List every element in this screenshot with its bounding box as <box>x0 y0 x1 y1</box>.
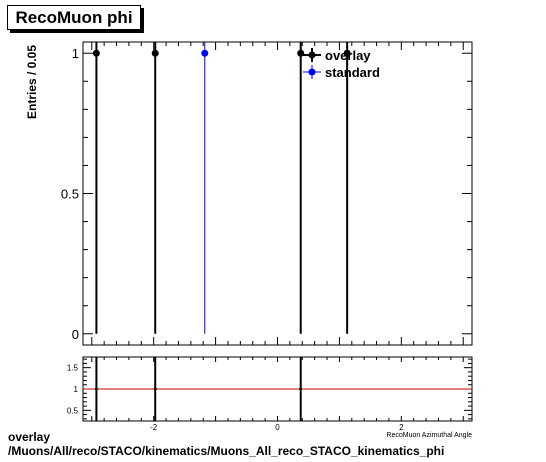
data-point-overlay <box>151 49 159 57</box>
ratio-y-tick-label: 0.5 <box>67 406 79 415</box>
ratio-x-tick-label: 2 <box>399 423 404 432</box>
legend-label-standard: standard <box>325 65 380 80</box>
legend-marker-overlay <box>308 51 316 59</box>
y-axis-label: Entries / 0.05 <box>25 45 39 119</box>
data-point-standard <box>201 49 209 57</box>
data-point-overlay <box>343 49 351 57</box>
ratio-y-tick-label: 1.5 <box>67 364 79 373</box>
ratio-x-tick-label: -2 <box>150 423 158 432</box>
main-y-tick-label: 0.5 <box>61 187 79 202</box>
caption-line-2: /Muons/All/reco/STACO/kinematics/Muons_A… <box>8 444 445 458</box>
main-y-tick-label: 1 <box>72 46 79 61</box>
plot-title: RecoMuon phi <box>7 5 141 30</box>
main-frame <box>82 41 473 346</box>
ratio-plot-panel: 0.5 1 1.5 -2 0 2 <box>67 356 473 432</box>
legend: overlay standard <box>303 48 380 80</box>
ratio-y-tick-label: 1 <box>74 385 79 394</box>
main-y-tick-label: 0 <box>72 327 79 342</box>
ratio-x-tick-label: 0 <box>275 423 280 432</box>
caption-line-1: overlay <box>8 430 51 444</box>
data-point-overlay <box>92 49 100 57</box>
data-point-overlay <box>297 49 305 57</box>
x-axis-label: RecoMuon Azimuthal Angle <box>386 432 472 439</box>
main-plot-panel: 00.51 <box>61 41 473 346</box>
ratio-point <box>94 387 98 391</box>
legend-label-overlay: overlay <box>325 48 371 63</box>
ratio-point <box>153 387 157 391</box>
legend-marker-standard <box>308 68 316 76</box>
ratio-point <box>299 387 303 391</box>
